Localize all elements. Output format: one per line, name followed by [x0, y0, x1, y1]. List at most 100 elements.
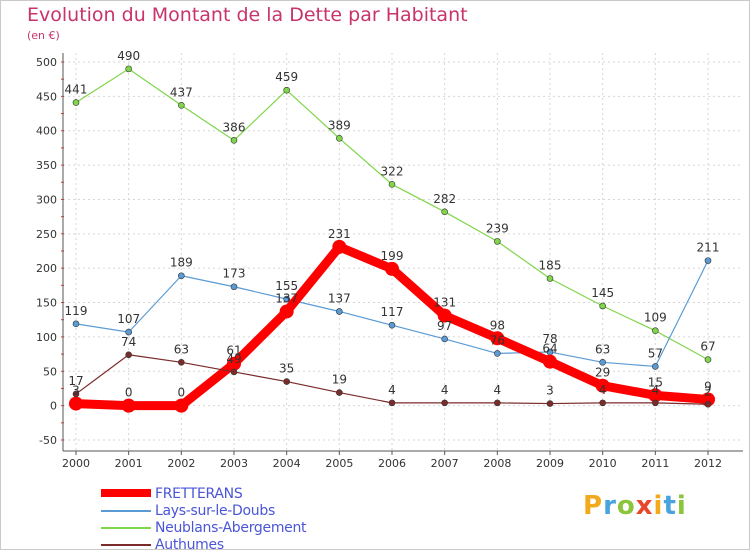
data-label-authumes: 4 — [388, 383, 396, 397]
legend-swatch — [101, 510, 151, 512]
legend-swatch — [101, 544, 151, 546]
data-point-authumes — [441, 399, 448, 407]
data-label-authumes: 4 — [599, 383, 607, 397]
y-tick-label: 200 — [36, 262, 57, 275]
legend-swatch — [101, 489, 151, 497]
y-tick-label: -50 — [39, 434, 57, 447]
data-label-authumes: 2 — [704, 384, 712, 398]
data-point-neublans-abergement — [72, 99, 80, 106]
data-label-lays-sur-le-doubs: 63 — [595, 342, 610, 356]
y-tick-label: 150 — [36, 297, 57, 310]
data-point-authumes — [494, 399, 501, 407]
data-label-fretterans: 29 — [595, 366, 610, 380]
y-tick-label: 300 — [36, 193, 57, 206]
data-point-lays-sur-le-doubs — [652, 363, 659, 370]
data-label-authumes: 4 — [494, 383, 502, 397]
data-label-fretterans: 137 — [275, 291, 298, 305]
data-label-neublans-abergement: 389 — [328, 118, 351, 132]
data-label-neublans-abergement: 386 — [223, 120, 246, 134]
data-point-fretterans — [543, 354, 557, 369]
data-label-authumes: 63 — [174, 342, 189, 356]
x-tick-label: 2009 — [536, 457, 564, 470]
data-point-authumes — [178, 359, 185, 366]
legend-label: Neublans-Abergement — [155, 520, 307, 536]
data-point-authumes — [72, 390, 80, 398]
data-point-neublans-abergement — [336, 134, 343, 142]
data-point-fretterans — [121, 398, 136, 413]
plot-area — [63, 53, 745, 451]
data-label-fretterans: 231 — [328, 227, 351, 241]
data-point-fretterans — [174, 398, 189, 413]
data-label-fretterans: 0 — [125, 386, 133, 400]
data-label-lays-sur-le-doubs: 78 — [542, 332, 557, 346]
data-point-authumes — [283, 378, 290, 385]
x-tick-label: 2006 — [378, 457, 406, 470]
data-point-authumes — [652, 399, 659, 407]
data-point-neublans-abergement — [230, 137, 238, 144]
proxiti-logo: Proxiti — [583, 491, 687, 521]
data-point-authumes — [125, 351, 132, 359]
data-point-lays-sur-le-doubs — [178, 272, 185, 280]
data-point-lays-sur-le-doubs — [704, 257, 712, 264]
data-label-neublans-abergement: 67 — [700, 340, 715, 354]
x-tick-label: 2012 — [694, 457, 722, 470]
data-point-neublans-abergement — [599, 302, 606, 310]
data-point-fretterans — [437, 308, 452, 323]
data-label-fretterans: 9 — [704, 379, 712, 393]
data-label-lays-sur-le-doubs: 211 — [697, 241, 720, 255]
data-label-neublans-abergement: 239 — [486, 221, 509, 235]
data-point-neublans-abergement — [388, 181, 396, 188]
data-point-fretterans — [332, 239, 347, 254]
y-tick-label: 50 — [43, 365, 57, 378]
data-point-lays-sur-le-doubs — [230, 283, 238, 291]
data-point-lays-sur-le-doubs — [388, 321, 396, 329]
data-point-fretterans — [279, 304, 294, 319]
data-point-lays-sur-le-doubs — [125, 328, 132, 336]
logo-letter: i — [676, 491, 687, 521]
data-point-fretterans — [701, 392, 715, 407]
data-point-fretterans — [595, 378, 610, 393]
data-point-authumes — [704, 400, 712, 408]
data-label-neublans-abergement: 441 — [65, 83, 88, 97]
x-tick-label: 2000 — [62, 457, 90, 470]
data-label-fretterans: 61 — [226, 344, 241, 358]
x-tick-label: 2001 — [115, 457, 143, 470]
data-point-fretterans — [385, 261, 399, 276]
data-point-lays-sur-le-doubs — [494, 350, 501, 357]
data-point-authumes — [546, 400, 554, 407]
logo-letter: P — [583, 491, 604, 521]
x-tick-label: 2004 — [273, 457, 301, 470]
data-point-neublans-abergement — [704, 356, 712, 363]
logo-letter: t — [663, 491, 677, 521]
data-label-lays-sur-le-doubs: 57 — [648, 346, 663, 360]
x-tick-label: 2002 — [167, 457, 195, 470]
data-label-fretterans: 15 — [648, 375, 663, 389]
data-point-fretterans — [69, 396, 83, 411]
x-tick-label: 2005 — [325, 457, 353, 470]
y-tick-label: 350 — [36, 159, 57, 172]
y-tick-label: 250 — [36, 228, 57, 241]
data-label-authumes: 17 — [68, 374, 83, 388]
data-label-authumes: 35 — [279, 362, 294, 376]
data-label-neublans-abergement: 145 — [591, 286, 614, 300]
data-point-authumes — [388, 399, 396, 407]
data-point-authumes — [336, 389, 343, 396]
data-label-neublans-abergement: 490 — [117, 49, 140, 63]
chart-title: Evolution du Montant de la Dette par Hab… — [27, 4, 468, 26]
logo-letter: i — [653, 491, 664, 521]
data-point-neublans-abergement — [546, 275, 554, 282]
y-tick-label: 100 — [36, 331, 57, 344]
data-label-lays-sur-le-doubs: 173 — [223, 267, 246, 281]
legend-label: Authumes — [155, 537, 224, 553]
data-label-lays-sur-le-doubs: 107 — [117, 312, 140, 326]
logo-letter: r — [603, 491, 617, 521]
data-point-neublans-abergement — [178, 101, 185, 109]
data-label-fretterans: 131 — [433, 296, 456, 310]
data-point-lays-sur-le-doubs — [599, 359, 606, 366]
data-label-neublans-abergement: 185 — [539, 258, 562, 272]
legend-label: Lays-sur-le-Doubs — [155, 503, 275, 519]
data-point-lays-sur-le-doubs — [283, 295, 290, 303]
data-point-neublans-abergement — [283, 86, 290, 94]
data-label-lays-sur-le-doubs: 117 — [381, 305, 404, 319]
